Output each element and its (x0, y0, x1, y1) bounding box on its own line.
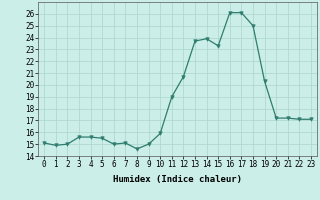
X-axis label: Humidex (Indice chaleur): Humidex (Indice chaleur) (113, 175, 242, 184)
